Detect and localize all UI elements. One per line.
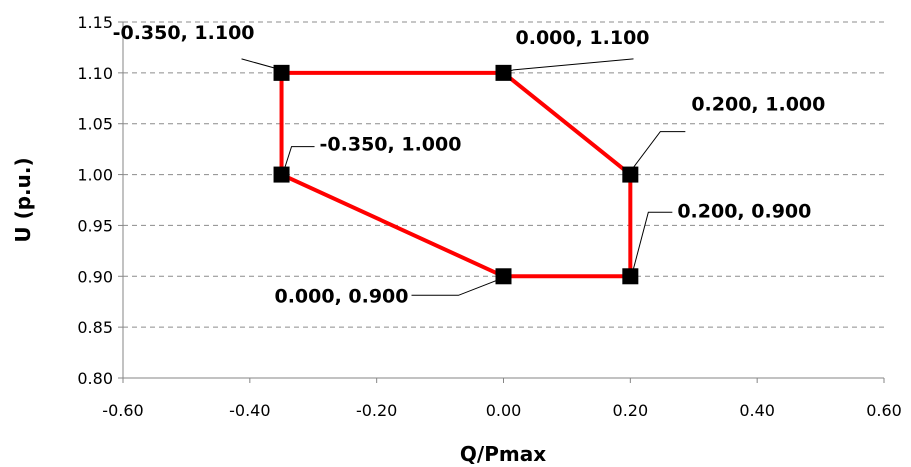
- data-point-marker: [495, 268, 512, 285]
- y-tick-label: 1.10: [77, 64, 113, 83]
- x-tick-label: -0.20: [356, 401, 397, 420]
- label-leader-line: [503, 58, 634, 74]
- y-tick-label: 0.90: [77, 267, 113, 286]
- y-axis-title: U (p.u.): [11, 157, 35, 242]
- x-tick-label: -0.40: [229, 401, 270, 420]
- label-leader-line: [629, 211, 673, 277]
- data-labels: -0.350, 1.100 0.000, 1.100 0.200, 1.000 0.2…: [113, 22, 826, 307]
- data-label: -0.350, 1.100: [113, 22, 255, 44]
- data-label: 0.200, 0.900: [677, 200, 811, 222]
- data-point-marker: [622, 166, 639, 183]
- x-axis-title: Q/Pmax: [460, 442, 546, 466]
- y-tick-label: 1.00: [77, 166, 113, 185]
- label-leader-line: [629, 131, 686, 175]
- y-tick-label: 0.85: [77, 318, 113, 337]
- tick-labels: 0.80 0.85 0.90 0.95 1.00 1.05 1.10 1.15 -0.60 -0.…: [77, 13, 901, 420]
- x-tick-label: 0.20: [613, 401, 649, 420]
- y-tick-label: 1.15: [77, 13, 113, 32]
- data-point-marker: [273, 64, 290, 81]
- data-label: 0.200, 1.000: [691, 94, 825, 116]
- x-tick-label: -0.60: [102, 401, 143, 420]
- label-leader-line: [411, 275, 504, 296]
- x-tick-label: 0.00: [486, 401, 522, 420]
- data-label: 0.000, 1.100: [516, 27, 650, 49]
- y-tick-label: 0.80: [77, 369, 113, 388]
- y-tick-label: 1.05: [77, 115, 113, 134]
- markers: [273, 64, 639, 285]
- data-label: 0.000, 0.900: [274, 285, 408, 307]
- y-tick-label: 0.95: [77, 216, 113, 235]
- axes: [118, 21, 885, 383]
- x-tick-label: 0.60: [866, 401, 902, 420]
- x-tick-label: 0.40: [739, 401, 775, 420]
- data-point-marker: [622, 268, 639, 285]
- data-point-marker: [495, 64, 512, 81]
- data-label: -0.350, 1.000: [320, 134, 462, 156]
- data-point-marker: [273, 166, 290, 183]
